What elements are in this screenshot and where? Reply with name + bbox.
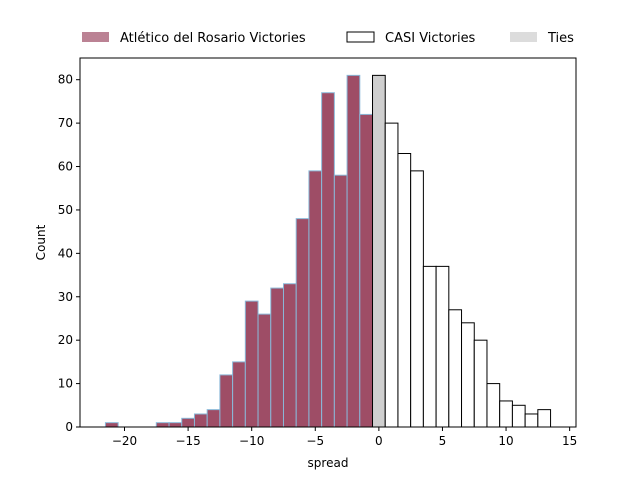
y-tick-label: 50: [58, 203, 73, 217]
legend-swatch-ties: [510, 32, 537, 42]
bar-atletico-del-rosario-victories: [181, 417, 195, 428]
bar-casi-victories: [422, 265, 437, 428]
x-axis-label: spread: [308, 456, 349, 470]
bar-atletico-del-rosario-victories: [321, 92, 335, 428]
bar-atletico-del-rosario-victories: [257, 313, 272, 428]
y-tick-label: 20: [58, 333, 73, 347]
legend-label-atletico-del-rosario-victories: Atlético del Rosario Victories: [120, 31, 306, 46]
bar-atletico-del-rosario-victories: [193, 413, 208, 428]
x-tick-label: −5: [306, 434, 324, 448]
bar-casi-victories: [473, 339, 488, 428]
y-axis: 0 10 20 30 40 50 60 70 80: [58, 73, 80, 434]
x-tick-label: 10: [498, 434, 513, 448]
bar-casi-victories: [448, 309, 463, 428]
bar-atletico-del-rosario-victories: [359, 113, 374, 428]
y-tick-label: 70: [58, 116, 73, 130]
bar-casi-victories: [499, 400, 513, 428]
y-tick-label: 0: [65, 420, 73, 434]
x-tick-label: 5: [439, 434, 447, 448]
legend-label-ties: Ties: [547, 31, 574, 46]
y-tick-label: 30: [58, 290, 73, 304]
bar-casi-victories: [461, 322, 475, 428]
bar-atletico-del-rosario-victories: [232, 361, 246, 428]
bar-ties: [372, 74, 386, 428]
y-tick-label: 60: [58, 160, 73, 174]
bar-atletico-del-rosario-victories: [308, 170, 323, 428]
bar-atletico-del-rosario-victories: [244, 300, 259, 428]
plot-frame: [79, 57, 577, 428]
bar-casi-victories: [537, 409, 552, 428]
bar-atletico-del-rosario-victories: [155, 422, 170, 428]
y-tick-label: 80: [58, 73, 73, 87]
x-axis: −20 −15 −10 −5 0 5 10 15: [112, 427, 577, 448]
bar-atletico-del-rosario-victories: [333, 174, 348, 428]
x-tick-label: −15: [175, 434, 200, 448]
bar-atletico-del-rosario-victories: [346, 74, 361, 428]
legend-swatch-atletico-del-rosario-victories: [82, 32, 109, 42]
bar-atletico-del-rosario-victories: [295, 218, 310, 428]
x-tick-label: 0: [375, 434, 383, 448]
x-tick-label: −20: [112, 434, 137, 448]
y-tick-label: 40: [58, 246, 73, 260]
x-tick-label: 15: [562, 434, 577, 448]
bar-casi-victories: [410, 170, 424, 428]
legend-label-casi-victories: CASI Victories: [385, 31, 476, 46]
x-tick-label: −10: [239, 434, 264, 448]
bar-atletico-del-rosario-victories: [282, 283, 297, 428]
y-axis-label: Count: [34, 224, 48, 260]
bar-casi-victories: [511, 404, 526, 428]
bar-casi-victories: [397, 153, 412, 428]
bar-atletico-del-rosario-victories: [270, 287, 284, 428]
bars: [104, 74, 552, 428]
bar-atletico-del-rosario-victories: [168, 422, 183, 428]
bar-atletico-del-rosario-victories: [206, 409, 221, 428]
bar-atletico-del-rosario-victories: [219, 374, 234, 428]
bar-casi-victories: [486, 383, 501, 428]
bar-casi-victories: [435, 265, 450, 428]
bar-atletico-del-rosario-victories: [104, 422, 119, 428]
y-tick-label: 10: [58, 377, 73, 391]
legend: Atlético del Rosario Victories CASI Victo…: [82, 31, 574, 46]
legend-swatch-casi-victories: [346, 31, 375, 43]
bar-casi-victories: [524, 413, 539, 428]
bar-casi-victories: [384, 122, 399, 428]
